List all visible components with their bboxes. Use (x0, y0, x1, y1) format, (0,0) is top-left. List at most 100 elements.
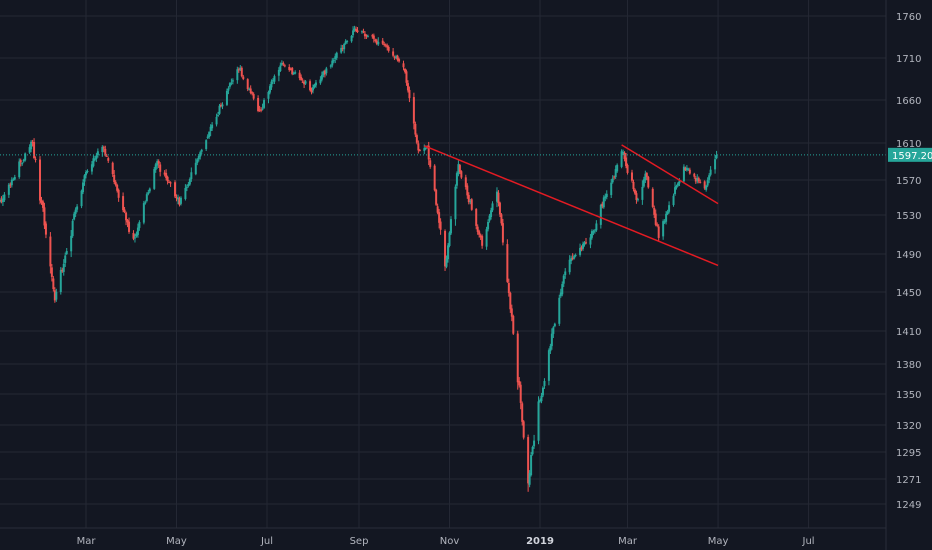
candle (490, 207, 493, 220)
candle (573, 254, 576, 260)
candle (636, 197, 639, 202)
candle (125, 211, 128, 226)
candle (626, 163, 629, 175)
candle (460, 170, 463, 180)
candle (323, 69, 326, 78)
y-tick-label: 1660 (896, 96, 921, 107)
candle (277, 67, 280, 82)
candle (501, 218, 504, 246)
candle (684, 166, 687, 171)
trendline-1[interactable] (423, 145, 719, 267)
candle (175, 194, 178, 202)
candle (313, 83, 316, 89)
candle (304, 80, 307, 85)
candle (604, 193, 607, 202)
candle (541, 386, 544, 398)
candle (168, 180, 171, 183)
candle (599, 203, 602, 229)
candle (283, 64, 286, 68)
candle (322, 70, 325, 78)
candle (488, 213, 491, 223)
time-axis[interactable]: Mar May Jul Sep Nov 2019 Mar May Jul (77, 536, 815, 547)
candle (657, 224, 660, 241)
candle (666, 209, 669, 216)
candle (651, 187, 654, 209)
candle (375, 38, 378, 46)
trendlines[interactable] (423, 144, 719, 267)
candle (126, 218, 129, 228)
candle (574, 253, 577, 258)
candle (153, 166, 156, 190)
candle (55, 288, 58, 302)
candle (418, 148, 421, 152)
candle (682, 164, 685, 183)
candle (128, 217, 131, 234)
candle (270, 79, 273, 90)
candle (635, 190, 638, 204)
candle (479, 233, 482, 241)
candle (584, 237, 587, 245)
candle (194, 158, 197, 176)
candle (553, 322, 556, 328)
candle (616, 163, 619, 173)
candle (263, 98, 266, 109)
candle (50, 264, 53, 282)
candle (19, 158, 22, 167)
candle (231, 78, 234, 85)
candle (381, 38, 384, 46)
candle (405, 69, 408, 86)
candle (53, 287, 56, 303)
candle (279, 62, 282, 73)
candle (184, 184, 187, 201)
candle (665, 210, 668, 225)
candle (329, 64, 332, 69)
candle (96, 148, 99, 158)
candle (70, 230, 73, 258)
candle (470, 198, 473, 211)
candle (674, 181, 677, 196)
candle (645, 172, 648, 181)
candle (568, 255, 571, 275)
trendline-2[interactable] (621, 144, 719, 205)
candle (82, 179, 85, 195)
candle (675, 184, 678, 190)
candle (633, 188, 636, 195)
candle (74, 207, 77, 218)
candle (132, 230, 135, 241)
y-tick-label: 1249 (896, 500, 921, 511)
candle (663, 219, 666, 225)
candle (498, 201, 501, 218)
y-tick-label: 1570 (896, 176, 921, 187)
candle (166, 175, 169, 185)
candle (90, 161, 93, 175)
candle (1, 194, 4, 206)
candle (157, 159, 160, 168)
candle (260, 107, 263, 113)
candle (475, 208, 478, 230)
y-tick-label: 1380 (896, 360, 921, 371)
x-tick-label: Sep (350, 536, 369, 547)
candle (530, 452, 533, 477)
candle (570, 255, 573, 265)
candle (506, 239, 509, 283)
candle (122, 192, 125, 213)
candle (341, 44, 344, 52)
candle (469, 198, 472, 205)
candle (320, 71, 323, 82)
candle (309, 79, 312, 92)
candle (86, 169, 89, 174)
price-axis[interactable]: 1760 1710 1660 1610 1570 1530 1490 1450 1410 1380… (896, 12, 921, 511)
candle (510, 304, 513, 322)
candle (561, 281, 564, 297)
candle (414, 121, 417, 138)
candle (156, 159, 159, 169)
candle (371, 33, 374, 39)
y-tick-label: 1271 (896, 475, 921, 486)
candle (435, 188, 438, 207)
candle (209, 124, 212, 137)
candle (80, 189, 83, 209)
candle (654, 209, 657, 227)
candle (625, 152, 628, 169)
candle (107, 156, 110, 163)
